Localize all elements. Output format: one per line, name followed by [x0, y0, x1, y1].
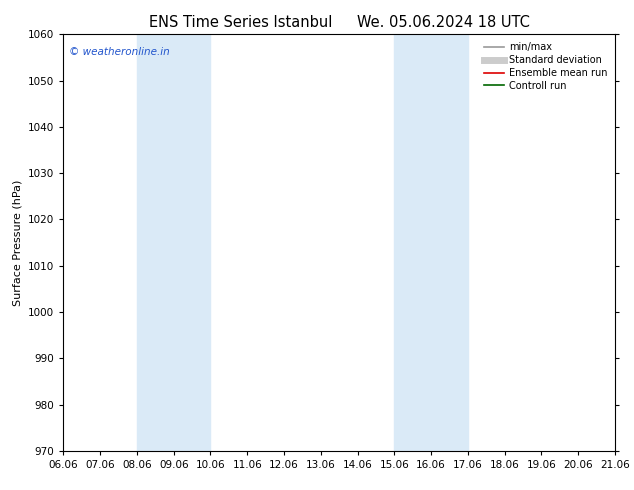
- Legend: min/max, Standard deviation, Ensemble mean run, Controll run: min/max, Standard deviation, Ensemble me…: [481, 39, 610, 94]
- Text: © weatheronline.in: © weatheronline.in: [69, 47, 170, 57]
- Bar: [394, 34, 468, 451]
- Y-axis label: Surface Pressure (hPa): Surface Pressure (hPa): [13, 179, 23, 306]
- Bar: [137, 34, 210, 451]
- Text: We. 05.06.2024 18 UTC: We. 05.06.2024 18 UTC: [358, 15, 530, 30]
- Text: ENS Time Series Istanbul: ENS Time Series Istanbul: [149, 15, 333, 30]
